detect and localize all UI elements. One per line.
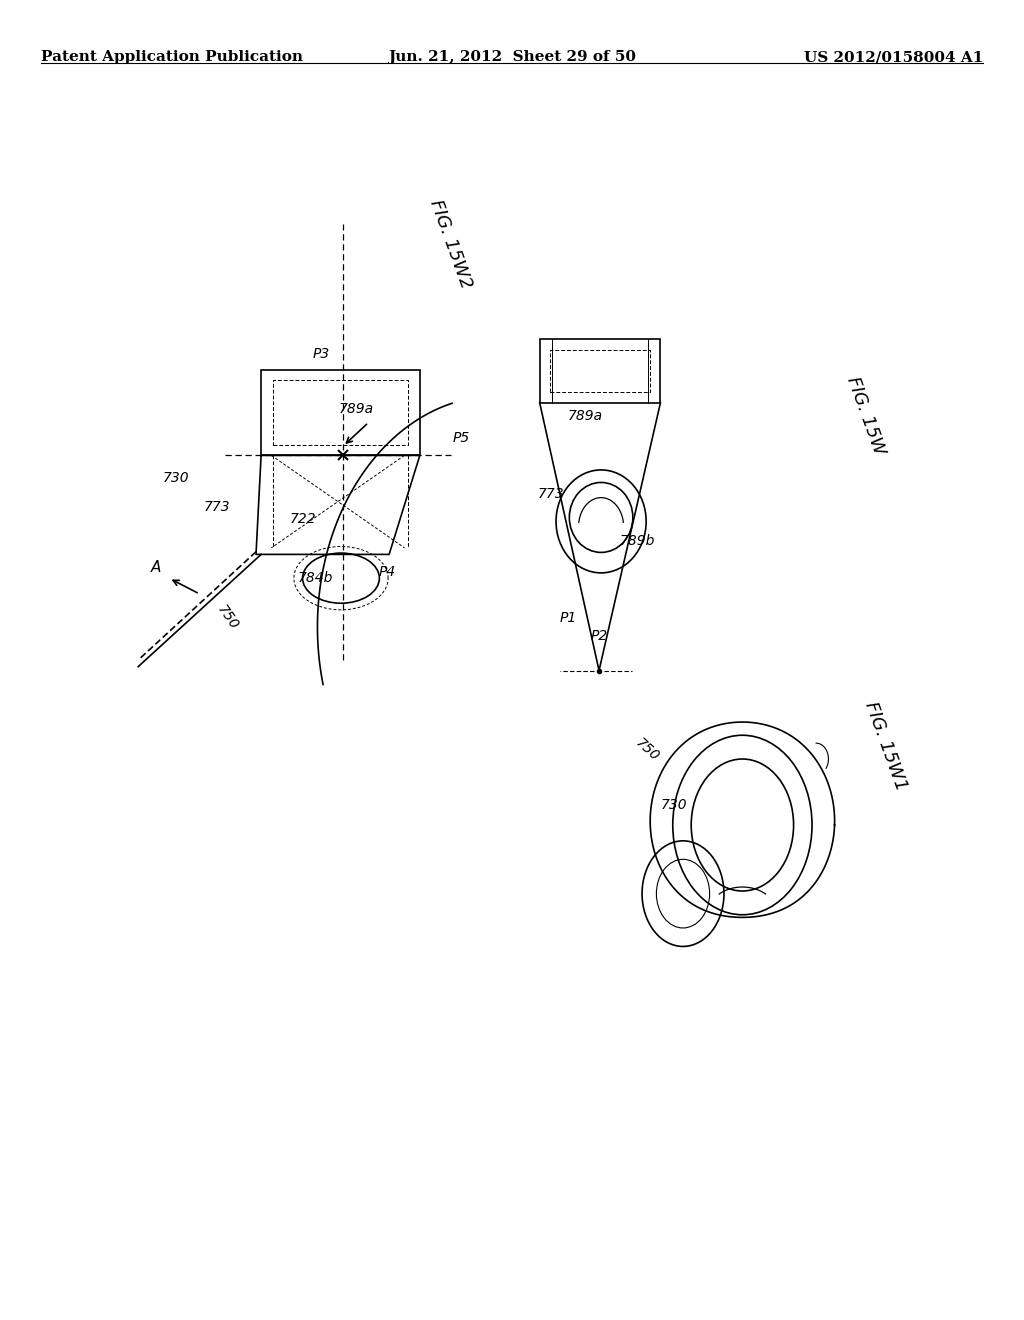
Bar xyxy=(540,339,660,403)
Text: 789a: 789a xyxy=(568,409,603,422)
Text: P5: P5 xyxy=(453,432,469,445)
Text: 789a: 789a xyxy=(339,403,374,416)
Text: 773: 773 xyxy=(538,487,564,500)
Text: 750: 750 xyxy=(214,603,241,632)
Text: P3: P3 xyxy=(313,347,330,360)
Text: 789b: 789b xyxy=(620,535,654,548)
Text: 730: 730 xyxy=(660,799,687,812)
Text: 750: 750 xyxy=(633,735,662,764)
Text: A: A xyxy=(151,560,161,576)
Text: Jun. 21, 2012  Sheet 29 of 50: Jun. 21, 2012 Sheet 29 of 50 xyxy=(388,50,636,65)
Text: FIG. 15W2: FIG. 15W2 xyxy=(426,197,475,292)
Text: P4: P4 xyxy=(379,565,395,578)
Text: 730: 730 xyxy=(163,471,189,484)
Text: P1: P1 xyxy=(560,611,577,624)
Text: 722: 722 xyxy=(290,512,316,525)
Text: Patent Application Publication: Patent Application Publication xyxy=(41,50,303,65)
Text: FIG. 15W1: FIG. 15W1 xyxy=(861,698,910,793)
Bar xyxy=(261,370,420,455)
Text: 784b: 784b xyxy=(298,572,333,585)
Text: FIG. 15W: FIG. 15W xyxy=(843,375,888,457)
Text: 773: 773 xyxy=(204,500,230,513)
Text: US 2012/0158004 A1: US 2012/0158004 A1 xyxy=(804,50,983,65)
Text: P2: P2 xyxy=(591,630,607,643)
